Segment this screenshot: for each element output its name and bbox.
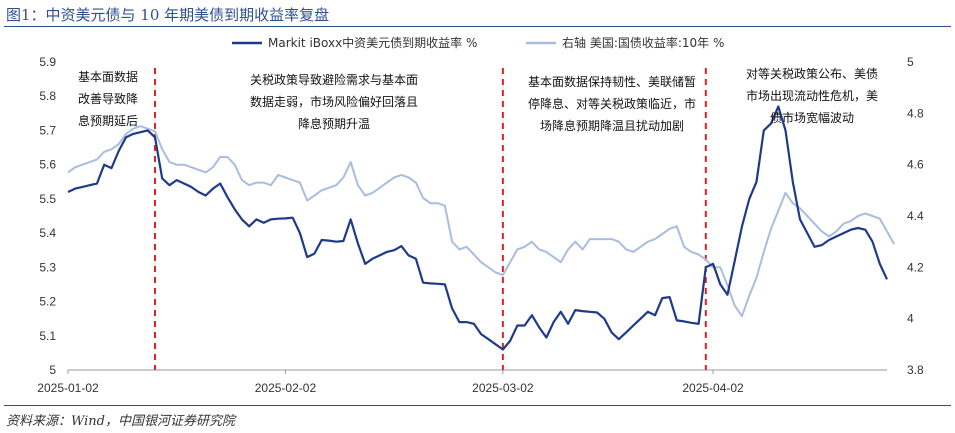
annotation-line: 停降息、对等关税政策临近，市 bbox=[528, 96, 696, 111]
right-tick-label: 5 bbox=[907, 55, 914, 69]
left-tick-label: 5.1 bbox=[39, 329, 56, 343]
left-tick-label: 5.7 bbox=[39, 123, 56, 137]
annotation-line: 对等关税政策公布、美债 bbox=[746, 67, 878, 81]
left-tick-label: 5.9 bbox=[39, 55, 56, 69]
left-tick-label: 5 bbox=[49, 363, 56, 377]
annotation-line: 基本面数据保持韧性、美联储暂 bbox=[528, 74, 696, 89]
annotation-line: 债市场宽幅波动 bbox=[770, 110, 854, 125]
right-tick-label: 4.4 bbox=[907, 209, 924, 223]
annotation-line: 降息预期升温 bbox=[298, 116, 370, 131]
annotation-line: 改善导致降 bbox=[78, 91, 138, 106]
annotation-line: 关税政策导致避险需求与基本面 bbox=[250, 72, 418, 87]
left-tick-label: 5.6 bbox=[39, 158, 56, 172]
series-line-us-treasury-10y bbox=[67, 125, 896, 318]
x-tick-label: 2025-03-02 bbox=[472, 381, 534, 395]
right-axis: 3.8 4 4.2 4.4 4.6 4.8 5 bbox=[907, 55, 924, 377]
left-tick-label: 5.4 bbox=[39, 226, 56, 240]
chart-title: 图1：中资美元债与 10 年期美债到期收益率复盘 bbox=[6, 6, 330, 24]
x-tick-label: 2025-01-02 bbox=[37, 381, 99, 395]
left-axis: 5 5.1 5.2 5.3 5.4 5.5 5.6 5.7 5.8 5.9 bbox=[39, 55, 56, 377]
series-lines bbox=[67, 105, 896, 351]
title-divider bbox=[4, 26, 951, 27]
annotation-line: 市场出现流动性危机，美 bbox=[746, 88, 878, 103]
series-line-cn-usd-bond bbox=[67, 105, 888, 351]
annotation-line: 场降息预期降温且扰动加剧 bbox=[540, 118, 684, 133]
annotation-line: 息预期延后 bbox=[78, 113, 138, 128]
left-tick-label: 5.3 bbox=[39, 260, 56, 274]
legend-label: 右轴 美国:国债收益率:10年 % bbox=[562, 35, 724, 50]
x-tick-label: 2025-04-02 bbox=[682, 381, 744, 395]
x-tick-label: 2025-02-02 bbox=[255, 381, 317, 395]
x-axis: 2025-01-02 2025-02-02 2025-03-02 2025-04-02 bbox=[37, 370, 744, 395]
right-tick-label: 4.8 bbox=[907, 106, 924, 120]
legend-label: Markit iBoxx中资美元债到期收益率 % bbox=[268, 35, 477, 50]
right-tick-label: 3.8 bbox=[907, 363, 924, 377]
right-tick-label: 4.6 bbox=[907, 158, 924, 172]
right-tick-label: 4.2 bbox=[907, 260, 924, 274]
left-tick-label: 5.8 bbox=[39, 89, 56, 103]
annotation-line: 数据走弱，市场风险偏好回落且 bbox=[250, 94, 418, 109]
right-tick-label: 4 bbox=[907, 312, 914, 326]
annotation-line: 基本面数据 bbox=[78, 69, 138, 84]
left-tick-label: 5.5 bbox=[39, 192, 56, 206]
left-tick-label: 5.2 bbox=[39, 295, 56, 309]
source-note: 资料来源：Wind，中国银河证券研究院 bbox=[6, 414, 235, 429]
legend: Markit iBoxx中资美元债到期收益率 % 右轴 美国:国债收益率:10年 … bbox=[232, 35, 724, 50]
footer-divider bbox=[4, 405, 951, 406]
event-markers bbox=[153, 68, 707, 370]
